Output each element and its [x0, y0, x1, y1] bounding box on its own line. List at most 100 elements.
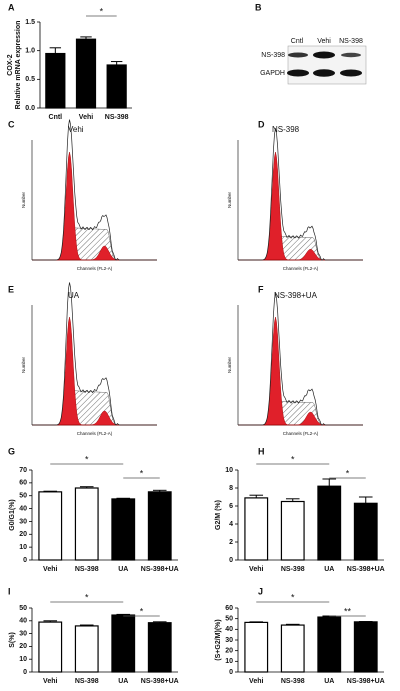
bar: [45, 52, 66, 109]
y-tick-label: 0.5: [25, 76, 35, 83]
bar: [106, 64, 127, 109]
bar: [280, 624, 305, 673]
x-tick-label: Vehi: [43, 566, 57, 573]
panel-letter: E: [8, 284, 14, 294]
y-tick-label: 20: [225, 648, 233, 655]
y-tick-label: 60: [19, 480, 27, 487]
significance-label: *: [291, 592, 295, 602]
y-tick-label: 30: [19, 518, 27, 525]
bar: [74, 625, 99, 673]
bar: [353, 502, 378, 561]
y-tick-label: 2: [229, 539, 233, 546]
bar: [147, 491, 172, 561]
s-phase: [238, 235, 363, 261]
panel-letter: F: [258, 284, 264, 294]
histogram-outline: [32, 119, 157, 261]
y-tick-label: 4: [229, 521, 233, 528]
s-phase: [32, 227, 157, 261]
significance-label: **: [344, 606, 352, 616]
y-tick-label: 10: [19, 544, 27, 551]
x-tick-label: NS-398: [105, 114, 129, 121]
y-tick-label: 30: [19, 630, 27, 637]
significance-label: *: [291, 454, 295, 464]
bar: [74, 487, 99, 561]
panel-letter: H: [258, 446, 265, 456]
significance-label: *: [346, 468, 350, 478]
x-axis-label: Channels (FL2-A): [77, 431, 113, 436]
significance-label: *: [140, 468, 144, 478]
s-phase: [32, 390, 157, 426]
y-tick-label: 70: [19, 467, 27, 474]
y-axis-label: S(%): [9, 632, 16, 648]
histogram-title: NS-398+UA: [274, 291, 318, 300]
significance-label: *: [85, 454, 89, 464]
bar: [317, 616, 342, 673]
panel-letter: J: [258, 586, 263, 596]
row-label: GAPDH: [260, 70, 285, 77]
histogram-title: Vehi: [68, 125, 84, 134]
panel-letter: A: [8, 2, 15, 12]
y-tick-label: 50: [19, 605, 27, 612]
y-tick-label: 1.5: [25, 19, 35, 26]
y-axis-label: G0/G1(%): [9, 499, 16, 531]
panel-letter: I: [8, 586, 11, 596]
x-tick-label: NS-398+UA: [141, 566, 179, 573]
x-tick-label: NS-398+UA: [141, 678, 179, 685]
y-tick-label: 0.0: [25, 105, 35, 112]
significance-label: *: [85, 592, 89, 602]
bar: [75, 38, 97, 109]
bar: [38, 621, 63, 673]
significance-label: *: [100, 6, 104, 16]
x-tick-label: Vehi: [43, 678, 57, 685]
bar: [111, 614, 136, 673]
panel-letter: G: [8, 446, 15, 456]
y-axis-label: G2/M (%): [215, 500, 222, 530]
y-tick-label: 40: [19, 505, 27, 512]
y-axis-label: Number: [21, 192, 26, 209]
histogram-outline: [32, 282, 157, 426]
y-tick-label: 40: [225, 626, 233, 633]
y-tick-label: 0: [229, 669, 233, 676]
x-tick-label: UA: [324, 678, 334, 685]
bar: [317, 485, 342, 561]
bar: [280, 500, 305, 561]
x-tick-label: NS-398: [75, 566, 99, 573]
blot-bands: [287, 51, 362, 77]
bar: [244, 497, 269, 561]
y-tick-label: 10: [225, 467, 233, 474]
y-axis-label: Number: [21, 357, 26, 374]
y-axis-label: Number: [227, 192, 232, 209]
y-tick-label: 6: [229, 503, 233, 510]
x-tick-label: UA: [118, 566, 128, 573]
y-tick-label: 8: [229, 485, 233, 492]
y-tick-label: 1.0: [25, 48, 35, 55]
row-label: NS-398: [261, 52, 285, 59]
histogram-title: NS-398: [272, 125, 300, 134]
x-axis-label: Channels (FL2-A): [77, 266, 113, 271]
y-tick-label: 0: [23, 557, 27, 564]
bar: [147, 622, 172, 673]
bar: [38, 491, 63, 561]
bar: [244, 621, 269, 673]
y-tick-label: 0: [23, 669, 27, 676]
x-tick-label: NS-398+UA: [347, 566, 385, 573]
y-tick-label: 10: [19, 656, 27, 663]
y-axis-label: COX-2: [7, 54, 14, 76]
panel-letter: C: [8, 119, 15, 129]
x-tick-label: Vehi: [249, 566, 263, 573]
y-tick-label: 30: [225, 637, 233, 644]
lane-label: Cntl: [291, 38, 304, 45]
histogram-outline: [238, 128, 363, 261]
lane-label: NS-398: [339, 38, 363, 45]
x-tick-label: Vehi: [79, 114, 93, 121]
y-axis-label: Number: [227, 357, 232, 374]
y-axis-label: (S+G2/M)(%): [215, 619, 222, 660]
x-axis-label: Channels (FL2-A): [283, 266, 319, 271]
x-tick-label: Vehi: [249, 678, 263, 685]
lane-label: Vehi: [317, 38, 331, 45]
x-tick-label: Cntl: [49, 114, 63, 121]
y-tick-label: 10: [225, 658, 233, 665]
x-tick-label: NS-398: [75, 678, 99, 685]
bar: [353, 621, 378, 673]
